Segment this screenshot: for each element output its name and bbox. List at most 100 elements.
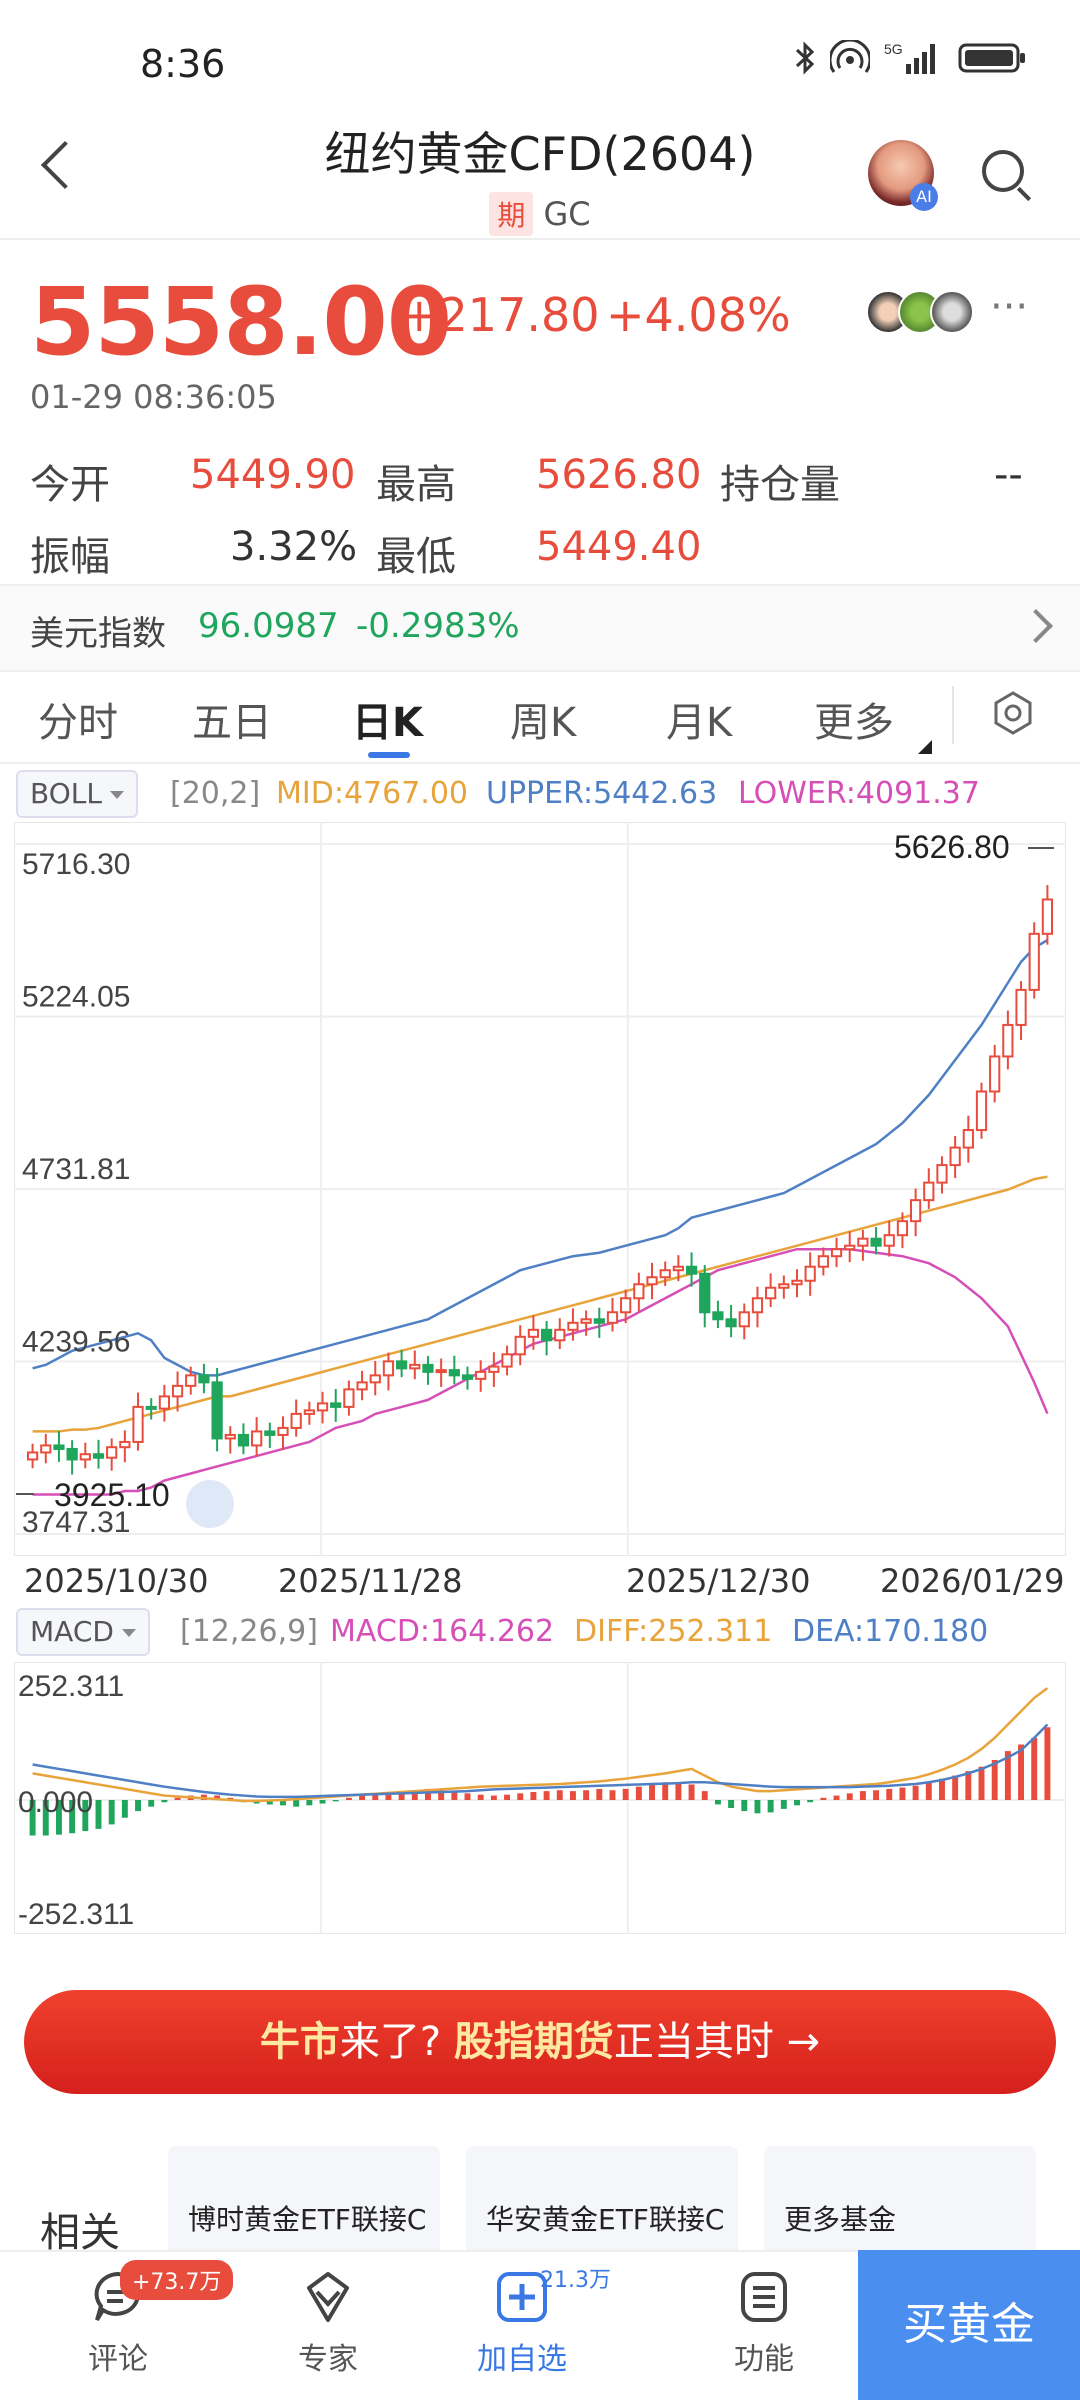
banner-text-2: 来了? — [339, 2019, 442, 2065]
candle-body — [685, 1265, 698, 1275]
candle-body — [211, 1381, 223, 1440]
futures-tag: 期 — [489, 192, 534, 236]
candle-body — [751, 1297, 764, 1314]
expert-label: 专家 — [298, 2342, 358, 2377]
related-label: 相关 — [40, 2210, 120, 2256]
promo-banner[interactable]: 牛市来了? 股指期货正当其时 → — [24, 1990, 1056, 2094]
boll-upper: UPPER:5442.63 — [486, 776, 718, 811]
function-button[interactable]: 功能 — [694, 2268, 834, 2378]
oi-label: 持仓量 — [720, 462, 840, 508]
candle-body — [567, 1321, 579, 1331]
candle-body — [448, 1369, 460, 1377]
candle-body — [949, 1146, 961, 1167]
tab-five-day[interactable]: 五日 — [192, 700, 272, 746]
buy-gold-button[interactable]: 买黄金 — [858, 2250, 1080, 2400]
usd-index-value: 96.0987 — [198, 606, 339, 646]
search-icon[interactable] — [982, 150, 1024, 192]
tab-monthly-k[interactable]: 月K — [666, 700, 733, 746]
fund-card-2[interactable]: 华安黄金ETF联接C — [466, 2146, 738, 2266]
macd-params: [12,26,9] — [180, 1614, 318, 1649]
arrow-right-icon: → — [786, 2019, 821, 2065]
x-tick-1: 2025/10/30 — [24, 1562, 209, 1600]
macd-selector[interactable]: MACD — [16, 1608, 150, 1656]
candle-body — [830, 1248, 843, 1258]
candle-body — [857, 1237, 869, 1247]
usd-index-change: -0.2983% — [356, 606, 520, 646]
k-y-tick: 5224.05 — [22, 981, 130, 1014]
amplitude-label: 振幅 — [30, 534, 110, 580]
mid-band-line — [32, 1175, 1048, 1433]
expert-button[interactable]: 专家 — [258, 2268, 398, 2378]
settings-icon[interactable] — [990, 690, 1036, 736]
boll-mid: MID:4767.00 — [276, 776, 468, 811]
candle-body — [910, 1199, 922, 1223]
candle-body — [343, 1388, 355, 1408]
candle-body — [119, 1440, 131, 1449]
fund-name-3: 更多基金 — [784, 2203, 897, 2236]
candle-body — [237, 1433, 250, 1447]
banner-text-4: 正当其时 — [613, 2019, 774, 2065]
candle-body — [975, 1090, 988, 1132]
low-value: 5449.40 — [536, 524, 702, 570]
macd-chart[interactable]: 252.311 0.000 -252.311 — [14, 1662, 1066, 1934]
candle-body — [422, 1363, 434, 1373]
add-watchlist-button[interactable]: 加自选 — [452, 2268, 592, 2378]
m-y-tick: 252.311 — [18, 1670, 124, 1703]
candle-body — [896, 1220, 909, 1237]
banner-text-3: 股指期货 — [453, 2019, 614, 2065]
usd-divider-bottom — [0, 670, 1080, 672]
tab-separator — [952, 686, 954, 744]
candle-body — [356, 1381, 368, 1391]
m-y-tick: 0.000 — [18, 1786, 93, 1819]
tab-weekly-k[interactable]: 周K — [510, 700, 577, 746]
fund-card-1[interactable]: 博时黄金ETF联接C — [168, 2146, 440, 2266]
candle-body — [79, 1453, 91, 1461]
candle-body — [316, 1402, 329, 1412]
add-label: 加自选 — [477, 2342, 567, 2377]
usd-index-row[interactable] — [0, 584, 1080, 670]
battery-icon — [958, 43, 1025, 73]
candle-body — [26, 1451, 39, 1461]
oi-value: -- — [994, 452, 1023, 498]
candle-body — [870, 1237, 882, 1247]
candle-body — [488, 1365, 500, 1373]
diff-line — [32, 1687, 1049, 1803]
status-time: 8:36 — [140, 42, 226, 86]
boll-selector-label: BOLL — [30, 777, 102, 810]
candle-body — [883, 1234, 895, 1247]
candle-body — [962, 1129, 974, 1149]
boll-params: [20,2] — [170, 776, 261, 811]
caret-down-icon — [121, 1629, 136, 1637]
candle-body — [251, 1430, 263, 1447]
user-avatar-3[interactable] — [930, 290, 974, 334]
candle-body — [554, 1328, 566, 1342]
x-tick-3: 2025/12/30 — [626, 1562, 811, 1600]
candle-body — [158, 1395, 170, 1410]
candle-body — [461, 1374, 474, 1380]
candle-body — [198, 1374, 210, 1384]
candle-body — [593, 1318, 605, 1324]
tab-daily-k[interactable]: 日K — [352, 700, 423, 746]
high-value: 5626.80 — [536, 452, 702, 498]
share-icon[interactable] — [186, 1480, 234, 1528]
fund-card-3[interactable]: 更多基金 — [764, 2146, 1036, 2266]
kline-chart[interactable]: 5716.30 5224.05 4731.81 4239.56 3747.31 5626… — [14, 822, 1066, 1556]
candle-body — [475, 1370, 487, 1380]
amplitude-value: 3.32% — [230, 524, 358, 570]
candle-body — [277, 1426, 289, 1436]
fund-name-1: 博时黄金ETF联接C — [188, 2203, 427, 2236]
candle-body — [620, 1297, 632, 1314]
candle-body — [989, 1055, 1001, 1093]
candle-body — [672, 1265, 684, 1272]
boll-lower: LOWER:4091.37 — [738, 776, 980, 811]
tab-more[interactable]: 更多 — [814, 700, 894, 746]
header-divider — [0, 238, 1080, 240]
boll-selector[interactable]: BOLL — [16, 770, 138, 818]
tabs-divider — [0, 762, 1080, 764]
candle-body — [382, 1360, 395, 1377]
price-change-pct: +4.08% — [606, 288, 791, 342]
candle-body — [106, 1446, 118, 1459]
more-icon[interactable]: ··· — [990, 284, 1029, 330]
tab-timeshare[interactable]: 分时 — [38, 700, 118, 746]
caret-down-icon — [109, 791, 124, 799]
